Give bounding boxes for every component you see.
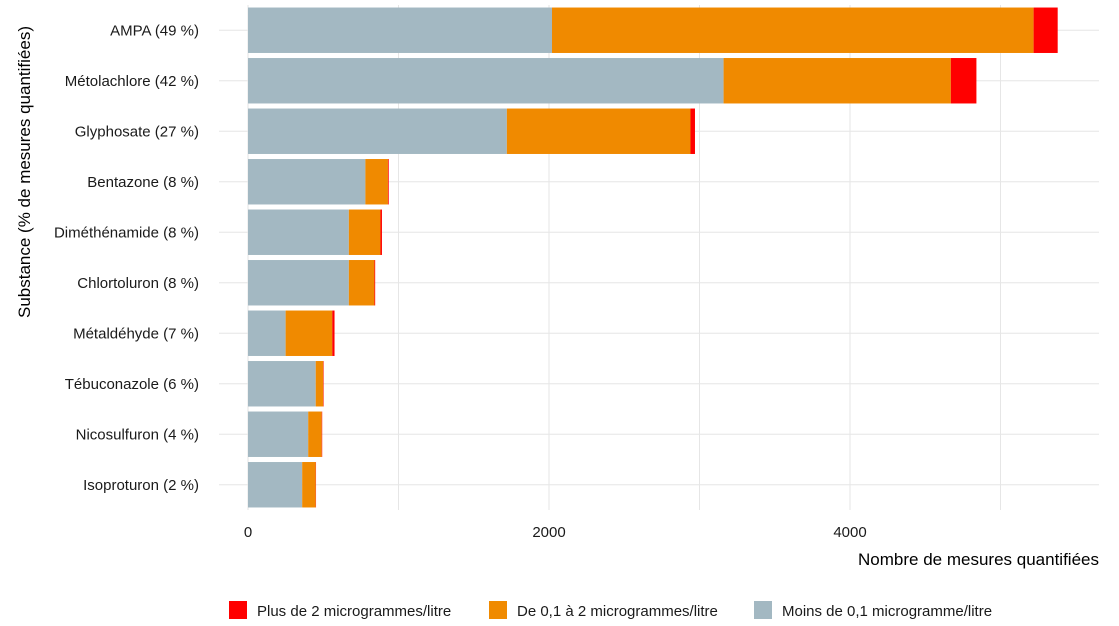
legend: Plus de 2 microgrammes/litre De 0,1 à 2 m… [229,601,992,620]
legend-swatch [754,601,772,619]
category-label: Isoproturon (2 %) [83,477,199,494]
y-axis-title: Substance (% de mesures quantifiées) [15,26,34,318]
bar-segment [248,462,303,508]
bar-segment [348,260,375,306]
bar-segment [248,361,316,407]
bar-segment [374,260,376,306]
bar-segment [723,58,951,104]
category-label: Bentazone (8 %) [87,174,199,191]
bar-segment [387,159,389,205]
x-axis-title: Nombre de mesures quantifiées [858,550,1099,569]
x-tick-labels: 0 2000 4000 [244,524,867,541]
bar-segment [285,310,333,356]
bar-segment [1033,7,1058,53]
legend-swatch [489,601,507,619]
legend-label: Moins de 0,1 microgramme/litre [782,603,992,620]
legend-label: De 0,1 à 2 microgrammes/litre [517,603,718,620]
bar-segment [690,108,695,154]
bar-segment [348,209,381,255]
bar-segment [506,108,691,154]
x-tick-label: 0 [244,524,252,541]
bar-segment [248,7,553,53]
category-labels: AMPA (49 %) Métolachlore (42 %) Glyphosate… [54,22,199,494]
bar-segment [248,159,366,205]
bar-segment [248,411,309,457]
bars [248,7,1058,508]
bar-segment [248,209,349,255]
category-label: Tébuconazole (6 %) [65,376,199,393]
category-label: Métaldéhyde (7 %) [73,325,199,342]
bar-segment [315,361,324,407]
category-label: Chlortoluron (8 %) [77,275,199,292]
legend-label: Plus de 2 microgrammes/litre [257,603,451,620]
bar-segment [365,159,388,205]
x-tick-label: 4000 [833,524,866,541]
category-label: AMPA (49 %) [110,22,199,39]
bar-segment [332,310,335,356]
bar-segment [552,7,1034,53]
bar-segment [308,411,322,457]
x-tick-label: 2000 [532,524,565,541]
category-label: Diméthénamide (8 %) [54,224,199,241]
bar-segment [302,462,316,508]
bar-segment [380,209,382,255]
bar-segment [248,108,507,154]
legend-swatch [229,601,247,619]
category-label: Nicosulfuron (4 %) [76,426,199,443]
bar-segment [248,58,724,104]
bar-segment [248,260,349,306]
bar-segment [248,310,286,356]
category-label: Métolachlore (42 %) [65,73,199,90]
category-label: Glyphosate (27 %) [75,123,199,140]
bar-segment [950,58,977,104]
